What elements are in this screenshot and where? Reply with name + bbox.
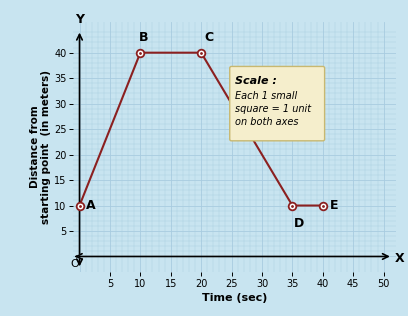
FancyBboxPatch shape [230,66,325,141]
Text: B: B [138,31,148,44]
X-axis label: Time (sec): Time (sec) [202,293,267,303]
Text: X: X [395,252,404,264]
Text: Scale :: Scale : [235,76,277,86]
Text: A: A [86,199,95,212]
Y-axis label: Distance from
starting point  (in meters): Distance from starting point (in meters) [30,70,51,224]
Text: Each 1 small
square = 1 unit
on both axes: Each 1 small square = 1 unit on both axe… [235,91,311,127]
Text: Y: Y [75,13,84,26]
Text: E: E [330,199,339,212]
Text: C: C [204,31,213,44]
Text: O: O [70,259,79,269]
Text: D: D [294,217,304,230]
